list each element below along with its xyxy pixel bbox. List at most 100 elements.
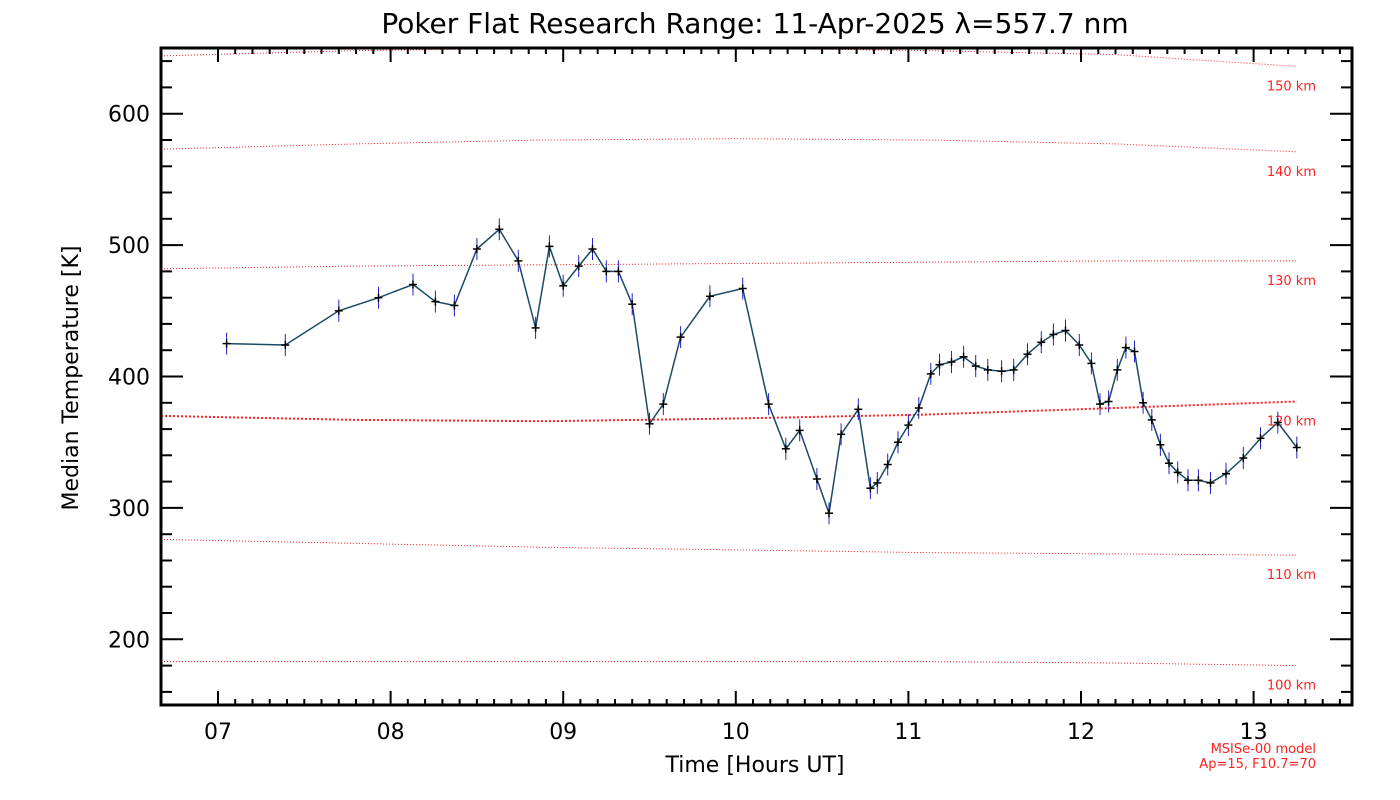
altitude-label-150-km: 150 km	[1267, 79, 1316, 94]
data-point	[959, 352, 968, 361]
data-point	[1156, 440, 1165, 449]
data-point	[574, 262, 583, 271]
data-point	[431, 297, 440, 306]
data-point	[873, 478, 882, 487]
axes-frame	[159, 46, 1354, 707]
altitude-label-100-km: 100 km	[1267, 679, 1316, 694]
data-point	[983, 365, 992, 374]
data-point	[645, 419, 654, 428]
temperature-series	[222, 218, 1301, 525]
y-tick-label: 600	[108, 103, 150, 128]
data-point	[764, 400, 773, 409]
data-point	[926, 369, 935, 378]
x-tick-label: 13	[1240, 720, 1268, 745]
altitude-line-100-km	[161, 661, 1297, 667]
data-point	[472, 245, 481, 253]
data-point	[1222, 469, 1230, 478]
altitude-label-140-km: 140 km	[1267, 165, 1316, 180]
altitude-label-130-km: 130 km	[1267, 274, 1316, 289]
data-point	[781, 444, 790, 453]
data-point	[1037, 338, 1046, 347]
data-point	[281, 341, 290, 349]
data-point	[935, 360, 944, 369]
data-point	[812, 475, 821, 483]
altitude-lines: 100 km 110 km 120 km 130 km 140 km 150 km	[160, 47, 1316, 694]
chart-title: Poker Flat Research Range: 11-Apr-2025 λ…	[381, 7, 1128, 40]
data-point	[1023, 350, 1032, 359]
data-point	[1239, 454, 1248, 462]
data-point	[602, 267, 611, 276]
data-point	[1113, 365, 1122, 374]
altitude-line-140-km	[160, 138, 1297, 153]
data-point	[1121, 343, 1130, 352]
data-point	[705, 292, 714, 301]
data-point	[531, 323, 540, 332]
data-point	[1061, 326, 1070, 335]
altitude-line-110-km	[160, 538, 1297, 556]
data-point	[904, 421, 913, 430]
data-point	[1087, 359, 1096, 368]
data-point	[997, 367, 1006, 376]
x-tick-label: 07	[204, 720, 232, 745]
data-point	[676, 333, 685, 342]
data-point	[914, 404, 923, 412]
data-point	[837, 430, 846, 439]
x-tick-label: 09	[549, 720, 577, 745]
data-point	[795, 426, 804, 435]
data-point	[1273, 418, 1282, 427]
data-point	[738, 284, 747, 293]
altitude-label-120-km: 120 km	[1267, 415, 1316, 430]
data-point	[659, 400, 668, 409]
y-axis-label: Median Temperature [K]	[59, 246, 84, 511]
data-point	[334, 306, 343, 315]
data-point	[1184, 476, 1192, 485]
data-point	[1147, 415, 1156, 424]
data-point	[947, 358, 956, 366]
data-point	[1256, 434, 1265, 443]
y-tick-label: 400	[108, 366, 150, 391]
model-note-line-2: Ap=15, F10.7=70	[1199, 757, 1316, 772]
data-point	[374, 293, 383, 302]
data-point	[588, 245, 597, 253]
data-point	[628, 300, 637, 309]
data-point	[866, 484, 875, 493]
plot-frame	[159, 46, 1354, 707]
data-point	[1009, 365, 1018, 374]
x-tick-label: 10	[722, 720, 750, 745]
data-point	[971, 362, 980, 370]
tick-labels: 07 08 09 10 11 12 13 200 300 400 500 600	[108, 103, 1268, 745]
data-point	[495, 225, 504, 234]
data-point	[1104, 397, 1113, 406]
altitude-line-130-km	[160, 260, 1297, 270]
x-tick-label: 12	[1067, 720, 1095, 745]
data-point	[825, 509, 833, 518]
series-line	[226, 228, 1298, 514]
model-note-line-1: MSISe-00 model	[1211, 742, 1316, 757]
x-axis-label: Time [Hours UT]	[665, 753, 845, 778]
data-point	[1130, 347, 1139, 356]
data-point	[222, 339, 231, 348]
data-point	[559, 281, 568, 290]
x-tick-label: 11	[894, 720, 922, 745]
data-point	[450, 301, 459, 310]
data-point	[545, 242, 554, 251]
y-tick-label: 500	[108, 234, 150, 259]
data-point	[1173, 468, 1182, 477]
altitude-label-110-km: 110 km	[1267, 568, 1316, 583]
altitude-line-120-km	[160, 400, 1297, 423]
data-point	[614, 267, 623, 276]
data-point	[1292, 443, 1301, 452]
data-point	[854, 405, 863, 414]
data-point	[1139, 398, 1148, 407]
data-point	[1096, 400, 1104, 409]
altitude-line-150-km	[160, 47, 1297, 67]
data-point	[883, 460, 892, 469]
data-point	[1165, 459, 1173, 468]
y-tick-label: 300	[108, 497, 150, 522]
x-tick-label: 08	[377, 720, 405, 745]
data-point	[1194, 476, 1203, 485]
data-point	[514, 256, 523, 265]
data-point	[1075, 341, 1084, 349]
data-point	[894, 438, 902, 447]
